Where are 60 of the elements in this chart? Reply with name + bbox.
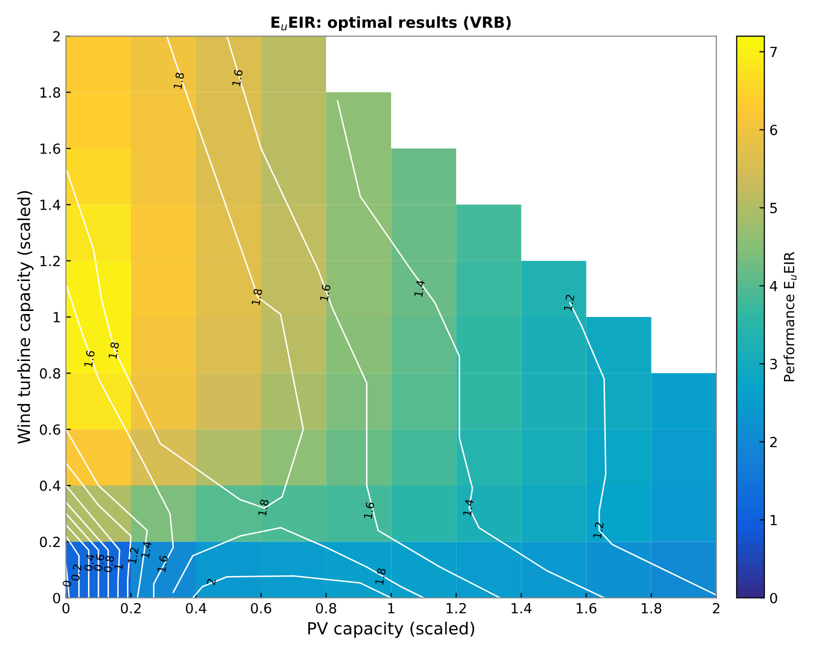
- annotation: 1.4: [414, 280, 425, 297]
- annotation: 1.2: [128, 547, 139, 564]
- color-bar-label: 2: [770, 436, 777, 448]
- y-axis-title: Wind turbine capacity (scaled): [17, 191, 34, 444]
- x-tick-label: 0.6: [250, 602, 272, 614]
- annotation: 1.6: [364, 502, 375, 519]
- annotation: 1.4: [462, 499, 474, 516]
- x-tick-label: 0.2: [120, 602, 141, 614]
- y-tick-label: 0: [53, 592, 60, 604]
- line-series: [336, 100, 605, 598]
- y-tick-label: 0.4: [40, 480, 60, 491]
- color-bar-label: 6: [770, 124, 778, 136]
- annotation: 0.8: [103, 555, 114, 573]
- annotation: 0.4: [84, 554, 95, 572]
- annotation: 1.8: [173, 72, 184, 90]
- annotation: 1.4: [140, 541, 152, 558]
- x-tick-label: 0: [62, 602, 70, 614]
- annotation: 1.6: [320, 284, 331, 302]
- x-tick-label: 0.8: [316, 602, 336, 614]
- x-tick-label: 2: [712, 602, 720, 614]
- annotation: 1.6: [157, 555, 168, 572]
- annotation: 1.8: [251, 288, 262, 306]
- annotation: 1.8: [108, 342, 120, 359]
- color-bar-label: 1: [770, 515, 777, 526]
- x-tick-label: 1.4: [512, 603, 532, 614]
- annotation: 2: [206, 578, 216, 586]
- chart-title: E$_{u}$EIR: optimal results (VRB): [272, 16, 511, 31]
- color-bar-title: Performance E$_{u}$EIR: [784, 252, 797, 382]
- y-tick-label: 1.2: [40, 256, 60, 266]
- x-tick-label: 0.4: [186, 602, 206, 614]
- line-series: [226, 36, 501, 598]
- y-tick-label: 1.4: [40, 200, 60, 210]
- y-tick-label: 0.2: [40, 536, 60, 548]
- annotation: 1.2: [564, 294, 574, 311]
- y-tick-label: 1: [54, 312, 60, 322]
- y-tick-label: 0.6: [40, 424, 60, 435]
- y-tick-label: 2: [53, 31, 60, 42]
- annotation: 1.6: [84, 350, 95, 368]
- color-bar-label: 7: [770, 46, 777, 58]
- color-bar-label: 5: [770, 202, 777, 214]
- color-bar-label: 0: [770, 592, 778, 604]
- x-tick-label: 1.2: [446, 602, 466, 614]
- x-tick-label: 1.8: [642, 602, 662, 614]
- annotation: 0.2: [70, 564, 82, 582]
- x-tick-label: 1.6: [576, 602, 596, 614]
- x-axis-title: PV capacity (scaled): [308, 622, 474, 638]
- y-tick-label: 1.8: [40, 87, 60, 98]
- annotation: 0.6: [94, 554, 105, 572]
- annotation: 1: [114, 564, 124, 570]
- annotation: 1.6: [232, 69, 243, 86]
- y-tick-label: 1.6: [40, 143, 60, 154]
- annotation: 0: [62, 580, 72, 588]
- color-bar-label: 3: [770, 358, 777, 370]
- annotation: 1.8: [258, 499, 269, 516]
- annotation: 1.8: [374, 568, 386, 585]
- x-tick-label: 1: [388, 603, 394, 614]
- line-series: [172, 526, 424, 598]
- annotation: 1.2: [592, 522, 604, 538]
- y-tick-label: 0.8: [40, 368, 60, 379]
- color-bar-label: 4: [770, 280, 778, 292]
